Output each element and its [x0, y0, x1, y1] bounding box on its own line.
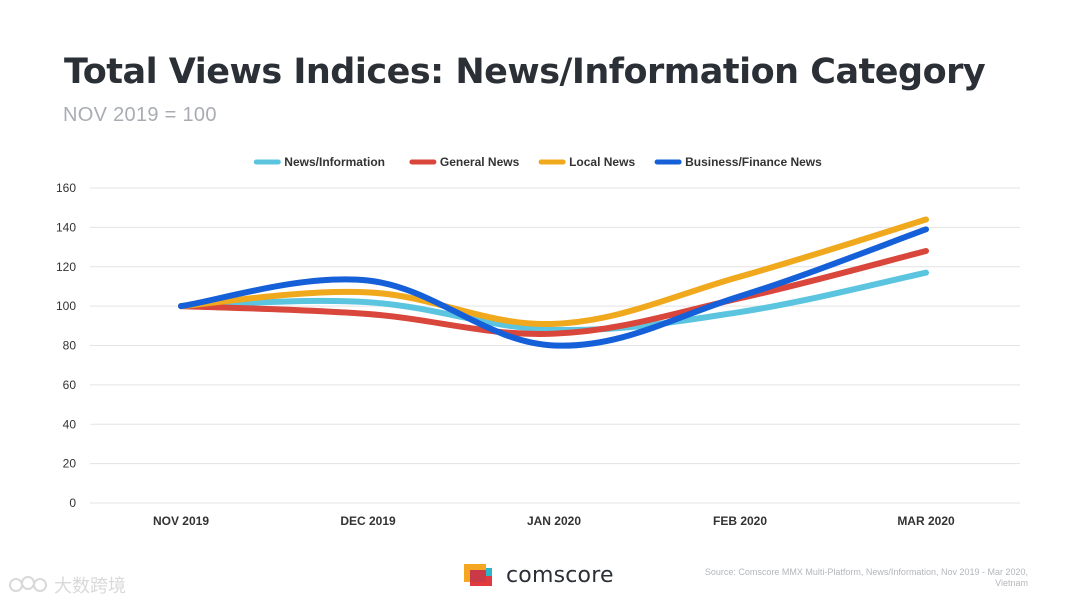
watermark-logo-icon — [9, 576, 47, 592]
y-tick-label: 0 — [69, 496, 76, 510]
legend-label: Local News — [569, 155, 635, 169]
y-tick-label: 100 — [56, 299, 76, 313]
brand-logo: comscore — [464, 562, 614, 588]
legend-label: News/Information — [284, 155, 385, 169]
series-line — [178, 216, 929, 327]
series-line — [178, 269, 929, 333]
series-line — [178, 248, 929, 337]
x-tick-label: JAN 2020 — [527, 514, 581, 528]
legend-label: Business/Finance News — [685, 155, 822, 169]
x-tick-label: MAR 2020 — [897, 514, 955, 528]
series-line — [178, 226, 929, 349]
x-tick-label: DEC 2019 — [340, 514, 396, 528]
chart-title: Total Views Indices: News/Information Ca… — [64, 52, 986, 92]
y-tick-label: 140 — [56, 220, 76, 234]
brand-name: comscore — [506, 562, 614, 588]
x-tick-label: NOV 2019 — [153, 514, 209, 528]
comscore-logo-icon — [464, 564, 492, 586]
y-tick-label: 40 — [63, 417, 77, 431]
watermark-text: 大数跨境 — [54, 576, 126, 597]
y-tick-label: 80 — [63, 339, 77, 353]
y-tick-label: 60 — [63, 378, 77, 392]
chart-subtitle: NOV 2019 = 100 — [63, 104, 217, 126]
legend-label: General News — [440, 155, 520, 169]
source-note: Source: Comscore MMX Multi-Platform, New… — [704, 567, 1028, 588]
y-tick-label: 20 — [63, 457, 77, 471]
watermark: 大数跨境 — [8, 572, 126, 598]
x-tick-label: FEB 2020 — [713, 514, 767, 528]
y-tick-label: 120 — [56, 260, 76, 274]
y-tick-label: 160 — [56, 181, 76, 195]
